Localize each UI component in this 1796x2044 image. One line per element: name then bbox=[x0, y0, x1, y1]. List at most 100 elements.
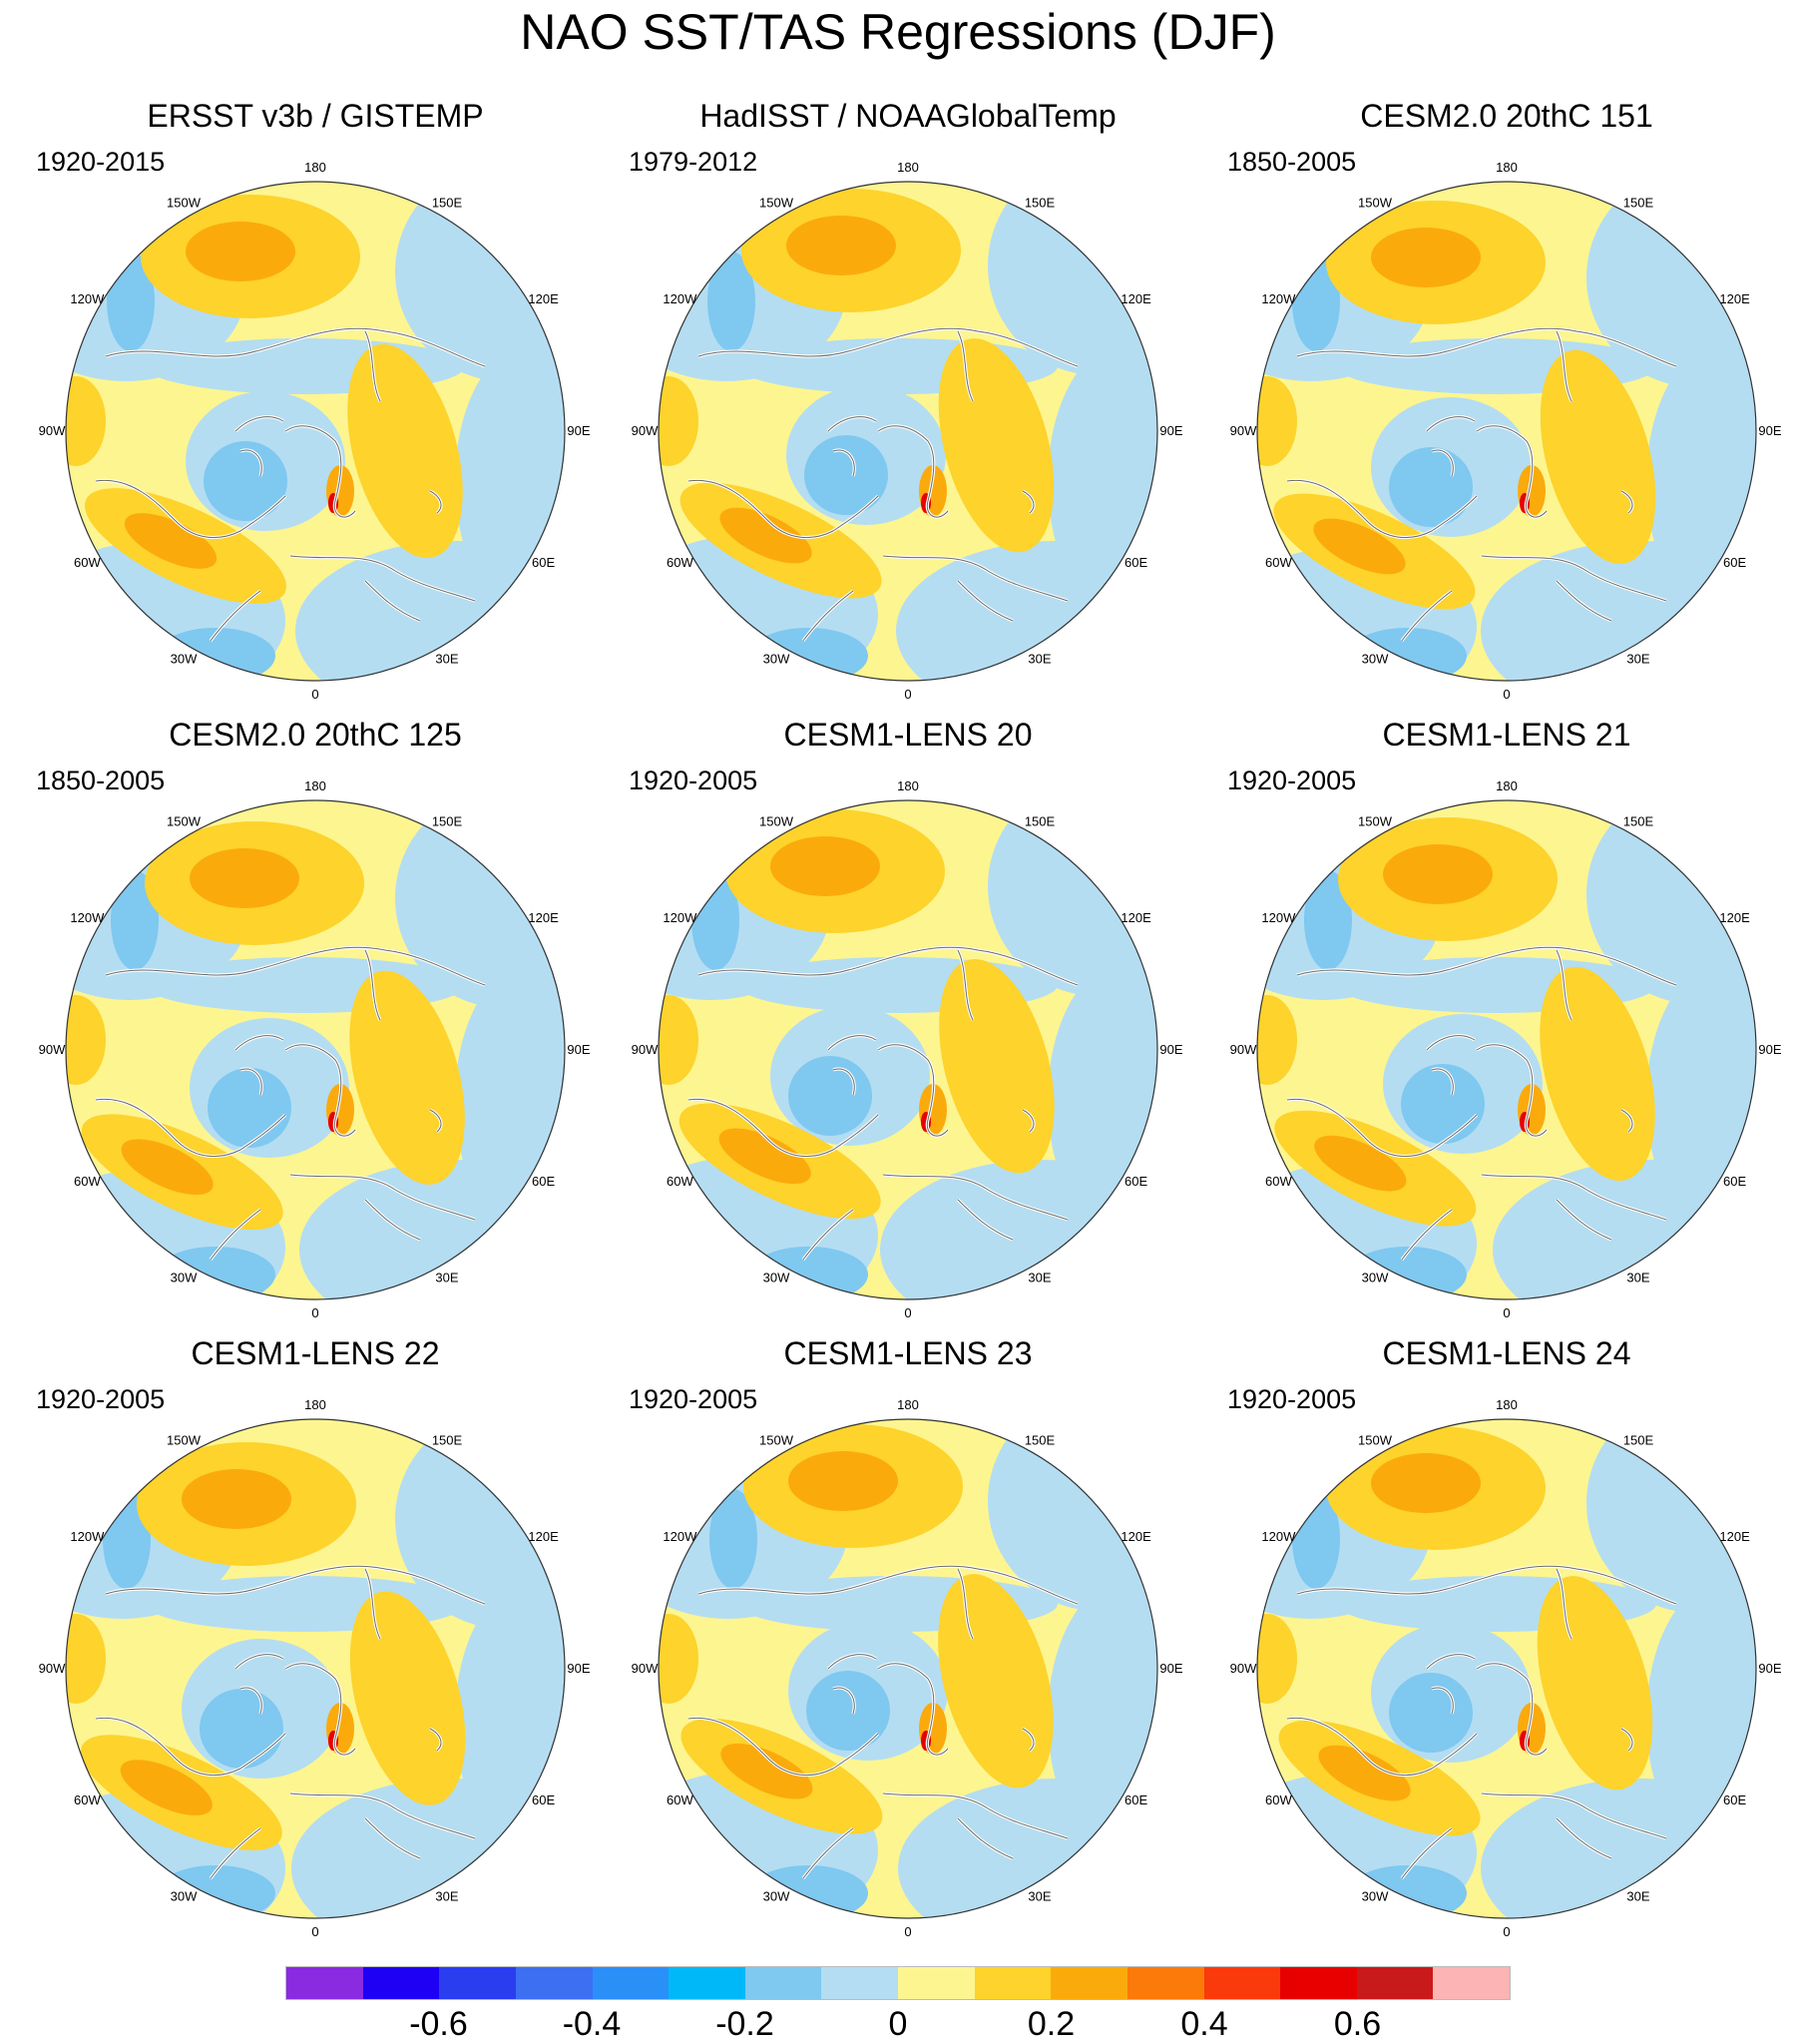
colorbar-label: 0.4 bbox=[1180, 2005, 1228, 2043]
panel-title: CESM1-LENS 24 bbox=[1382, 1335, 1631, 1371]
colorbar-swatch bbox=[515, 1967, 593, 1999]
longitude-label: 180 bbox=[897, 160, 919, 175]
longitude-label: 60W bbox=[74, 1174, 101, 1189]
longitude-label: 0 bbox=[1503, 687, 1510, 702]
polar-map: 180 150E 120E 90E 60E 30E 0 30W 60W 90W 120W 150W bbox=[39, 1397, 591, 1939]
longitude-label: 120W bbox=[1261, 1529, 1296, 1544]
longitude-label: 90E bbox=[1758, 1042, 1781, 1057]
longitude-label: 30E bbox=[435, 652, 458, 667]
longitude-label: 120W bbox=[70, 910, 105, 925]
longitude-label: 180 bbox=[304, 160, 326, 175]
longitude-label: 150E bbox=[1025, 1432, 1056, 1447]
map-boundary bbox=[658, 181, 1158, 682]
map-panel: CESM1-LENS 23 1920-2005 180 150E 120E 90E 60E 3… bbox=[629, 1333, 1187, 1952]
colorbar-swatch bbox=[439, 1967, 516, 1999]
map-panel: CESM2.0 20thC 125 1850-2005 180 150E 120E 90E… bbox=[36, 715, 595, 1333]
longitude-label: 90W bbox=[632, 1661, 659, 1676]
longitude-label: 90E bbox=[567, 1042, 590, 1057]
panel-title: CESM1-LENS 23 bbox=[783, 1335, 1033, 1371]
colorbar-swatch bbox=[974, 1967, 1052, 1999]
colorbar-label: -0.6 bbox=[409, 2005, 468, 2043]
longitude-label: 150W bbox=[1358, 195, 1393, 210]
map-boundary bbox=[65, 181, 566, 682]
longitude-label: 0 bbox=[904, 1924, 911, 1939]
panel-period: 1920-2005 bbox=[629, 766, 758, 795]
longitude-label: 180 bbox=[1496, 778, 1518, 793]
longitude-label: 180 bbox=[304, 778, 326, 793]
longitude-label: 0 bbox=[904, 1305, 911, 1320]
longitude-label: 60E bbox=[532, 1174, 555, 1189]
longitude-label: 180 bbox=[1496, 1397, 1518, 1412]
longitude-label: 60E bbox=[1124, 1792, 1147, 1807]
polar-map: 180 150E 120E 90E 60E 30E 0 30W 60W 90W 120W 150W bbox=[632, 778, 1183, 1320]
panel-period: 1920-2005 bbox=[629, 1384, 758, 1414]
colorbar-swatch bbox=[821, 1967, 898, 1999]
longitude-label: 30W bbox=[1362, 652, 1389, 667]
longitude-label: 150W bbox=[167, 195, 202, 210]
regression-field bbox=[1257, 1419, 1756, 1918]
map-boundary bbox=[1256, 181, 1757, 682]
colorbar-swatch bbox=[898, 1967, 975, 1999]
longitude-label: 30W bbox=[763, 652, 790, 667]
longitude-label: 30W bbox=[763, 1889, 790, 1904]
regression-field bbox=[1257, 182, 1756, 681]
longitude-label: 150W bbox=[759, 195, 794, 210]
longitude-label: 150W bbox=[759, 1432, 794, 1447]
longitude-label: 0 bbox=[311, 1305, 318, 1320]
longitude-label: 120E bbox=[528, 291, 559, 306]
colorbar-swatch bbox=[1051, 1967, 1127, 1999]
longitude-label: 120W bbox=[663, 291, 697, 306]
longitude-label: 30E bbox=[1028, 1271, 1051, 1285]
longitude-label: 30W bbox=[763, 1271, 790, 1285]
polar-map: 180 150E 120E 90E 60E 30E 0 30W 60W 90W 120W 150W bbox=[1230, 1397, 1782, 1939]
longitude-label: 120E bbox=[1121, 910, 1151, 925]
colorbar-swatch bbox=[1356, 1967, 1434, 1999]
longitude-label: 150W bbox=[1358, 813, 1393, 828]
longitude-label: 90W bbox=[632, 1042, 659, 1057]
longitude-label: 30W bbox=[171, 1889, 198, 1904]
longitude-label: 30W bbox=[171, 652, 198, 667]
regression-field bbox=[66, 800, 565, 1299]
map-boundary bbox=[658, 1418, 1158, 1919]
longitude-label: 30E bbox=[1626, 1889, 1649, 1904]
colorbar-swatch bbox=[592, 1967, 670, 1999]
longitude-label: 30E bbox=[435, 1271, 458, 1285]
longitude-label: 120W bbox=[663, 910, 697, 925]
panel-period: 1920-2015 bbox=[36, 147, 166, 177]
panel-period: 1920-2005 bbox=[1227, 1384, 1357, 1414]
longitude-label: 120E bbox=[1121, 291, 1151, 306]
polar-map: 180 150E 120E 90E 60E 30E 0 30W 60W 90W 120W 150W bbox=[1230, 778, 1782, 1320]
panel-title: HadISST / NOAAGlobalTemp bbox=[699, 98, 1117, 134]
figure-title: NAO SST/TAS Regressions (DJF) bbox=[520, 4, 1276, 60]
longitude-label: 30E bbox=[1028, 652, 1051, 667]
longitude-label: 90E bbox=[1758, 1661, 1781, 1676]
longitude-label: 90W bbox=[1230, 1042, 1257, 1057]
longitude-label: 60W bbox=[1265, 1174, 1292, 1189]
longitude-label: 0 bbox=[311, 1924, 318, 1939]
longitude-label: 0 bbox=[1503, 1305, 1510, 1320]
longitude-label: 150E bbox=[432, 813, 463, 828]
longitude-label: 60E bbox=[1124, 555, 1147, 570]
longitude-label: 30W bbox=[1362, 1271, 1389, 1285]
longitude-label: 90W bbox=[1230, 1661, 1257, 1676]
colorbar-label: -0.2 bbox=[715, 2005, 774, 2043]
longitude-label: 60E bbox=[532, 1792, 555, 1807]
longitude-label: 60W bbox=[667, 555, 693, 570]
longitude-label: 0 bbox=[904, 687, 911, 702]
colorbar-swatch bbox=[669, 1967, 745, 1999]
longitude-label: 30E bbox=[1626, 1271, 1649, 1285]
map-panel: CESM1-LENS 24 1920-2005 180 150E 120E 90E 60E 3… bbox=[1227, 1333, 1786, 1952]
colorbar-swatch bbox=[1280, 1967, 1357, 1999]
longitude-label: 90E bbox=[1159, 423, 1182, 438]
polar-map: 180 150E 120E 90E 60E 30E 0 30W 60W 90W 120W 150W bbox=[632, 1397, 1183, 1939]
longitude-label: 150E bbox=[1623, 813, 1654, 828]
polar-map: 180 150E 120E 90E 60E 30E 0 30W 60W 90W 120W 150W bbox=[39, 160, 591, 702]
regression-field bbox=[659, 182, 1157, 681]
longitude-label: 120W bbox=[663, 1529, 697, 1544]
longitude-label: 60E bbox=[1723, 1174, 1746, 1189]
longitude-label: 30E bbox=[1028, 1889, 1051, 1904]
panel-period: 1920-2005 bbox=[1227, 766, 1357, 795]
longitude-label: 150W bbox=[759, 813, 794, 828]
colorbar-swatch bbox=[362, 1967, 440, 1999]
longitude-label: 90E bbox=[567, 423, 590, 438]
